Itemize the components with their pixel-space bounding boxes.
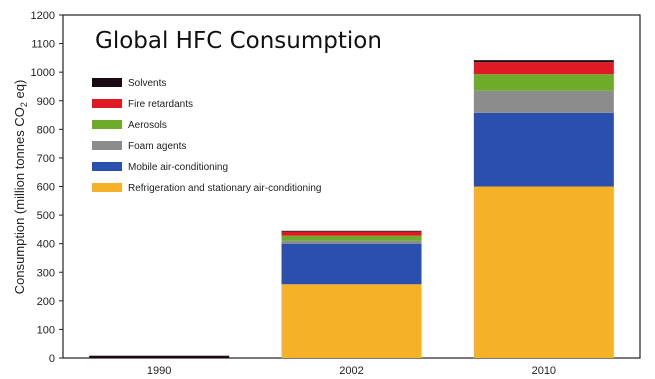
x-tick-label: 2010 bbox=[532, 365, 556, 377]
legend: Solvents Fire retardants Aerosols Foam agen… bbox=[92, 78, 321, 194]
bar-segment bbox=[473, 112, 614, 187]
legend-swatch bbox=[92, 78, 122, 87]
x-tick-label: 2002 bbox=[339, 365, 363, 377]
y-tick-label: 1200 bbox=[31, 10, 55, 22]
y-axis-title-unit: eq) bbox=[12, 80, 27, 102]
legend-label: Mobile air-conditioning bbox=[128, 162, 228, 173]
legend-swatch bbox=[92, 141, 122, 150]
bar-segment bbox=[281, 240, 422, 244]
y-tick-label: 0 bbox=[49, 353, 55, 365]
y-tick-label: 1100 bbox=[31, 39, 55, 51]
legend-label: Solvents bbox=[128, 78, 166, 89]
y-axis-ticks: 0 100 200 300 400 500 600 700 800 900 1000 1100 1200 bbox=[31, 10, 63, 365]
y-tick-label: 700 bbox=[37, 153, 55, 165]
legend-label: Fire retardants bbox=[128, 99, 193, 110]
bar-segment bbox=[281, 235, 422, 241]
y-tick-label: 400 bbox=[37, 239, 55, 251]
bar-segment bbox=[281, 284, 422, 358]
y-tick-label: 200 bbox=[37, 296, 55, 308]
bar-segment bbox=[473, 90, 614, 113]
bar-segment bbox=[473, 74, 614, 91]
y-tick-label: 1000 bbox=[31, 67, 55, 79]
y-axis-title: Consumption (million tonnes CO2 eq) bbox=[12, 80, 29, 295]
legend-label: Refrigeration and stationary air-conditi… bbox=[128, 183, 321, 194]
legend-swatch bbox=[92, 183, 122, 192]
legend-swatch bbox=[92, 120, 122, 129]
legend-swatch bbox=[92, 99, 122, 108]
chart-title: Global HFC Consumption bbox=[95, 28, 382, 54]
legend-label: Aerosols bbox=[128, 120, 167, 131]
x-axis-ticks: 1990 2002 2010 bbox=[147, 365, 556, 377]
y-tick-label: 100 bbox=[37, 324, 55, 336]
legend-label: Foam agents bbox=[128, 141, 186, 152]
bar-segment bbox=[281, 230, 422, 232]
bar-segment bbox=[281, 243, 422, 285]
bar-segment bbox=[473, 62, 614, 75]
y-axis-title-main: Consumption (million tonnes CO bbox=[12, 107, 27, 294]
y-tick-label: 600 bbox=[37, 182, 55, 194]
y-tick-label: 900 bbox=[37, 96, 55, 108]
x-tick-label: 1990 bbox=[147, 365, 171, 377]
bar-segment bbox=[89, 355, 230, 358]
y-tick-label: 500 bbox=[37, 210, 55, 222]
bar-stacks bbox=[89, 60, 614, 358]
bar-segment bbox=[473, 186, 614, 358]
bar-segment bbox=[281, 231, 422, 236]
y-tick-label: 800 bbox=[37, 124, 55, 136]
legend-swatch bbox=[92, 162, 122, 171]
y-tick-label: 300 bbox=[37, 267, 55, 279]
plot-area: 0 100 200 300 400 500 600 700 800 900 1000 1100 1200… bbox=[31, 10, 641, 377]
y-axis-title-subscript: 2 bbox=[19, 102, 29, 107]
bar-segment bbox=[473, 60, 614, 63]
